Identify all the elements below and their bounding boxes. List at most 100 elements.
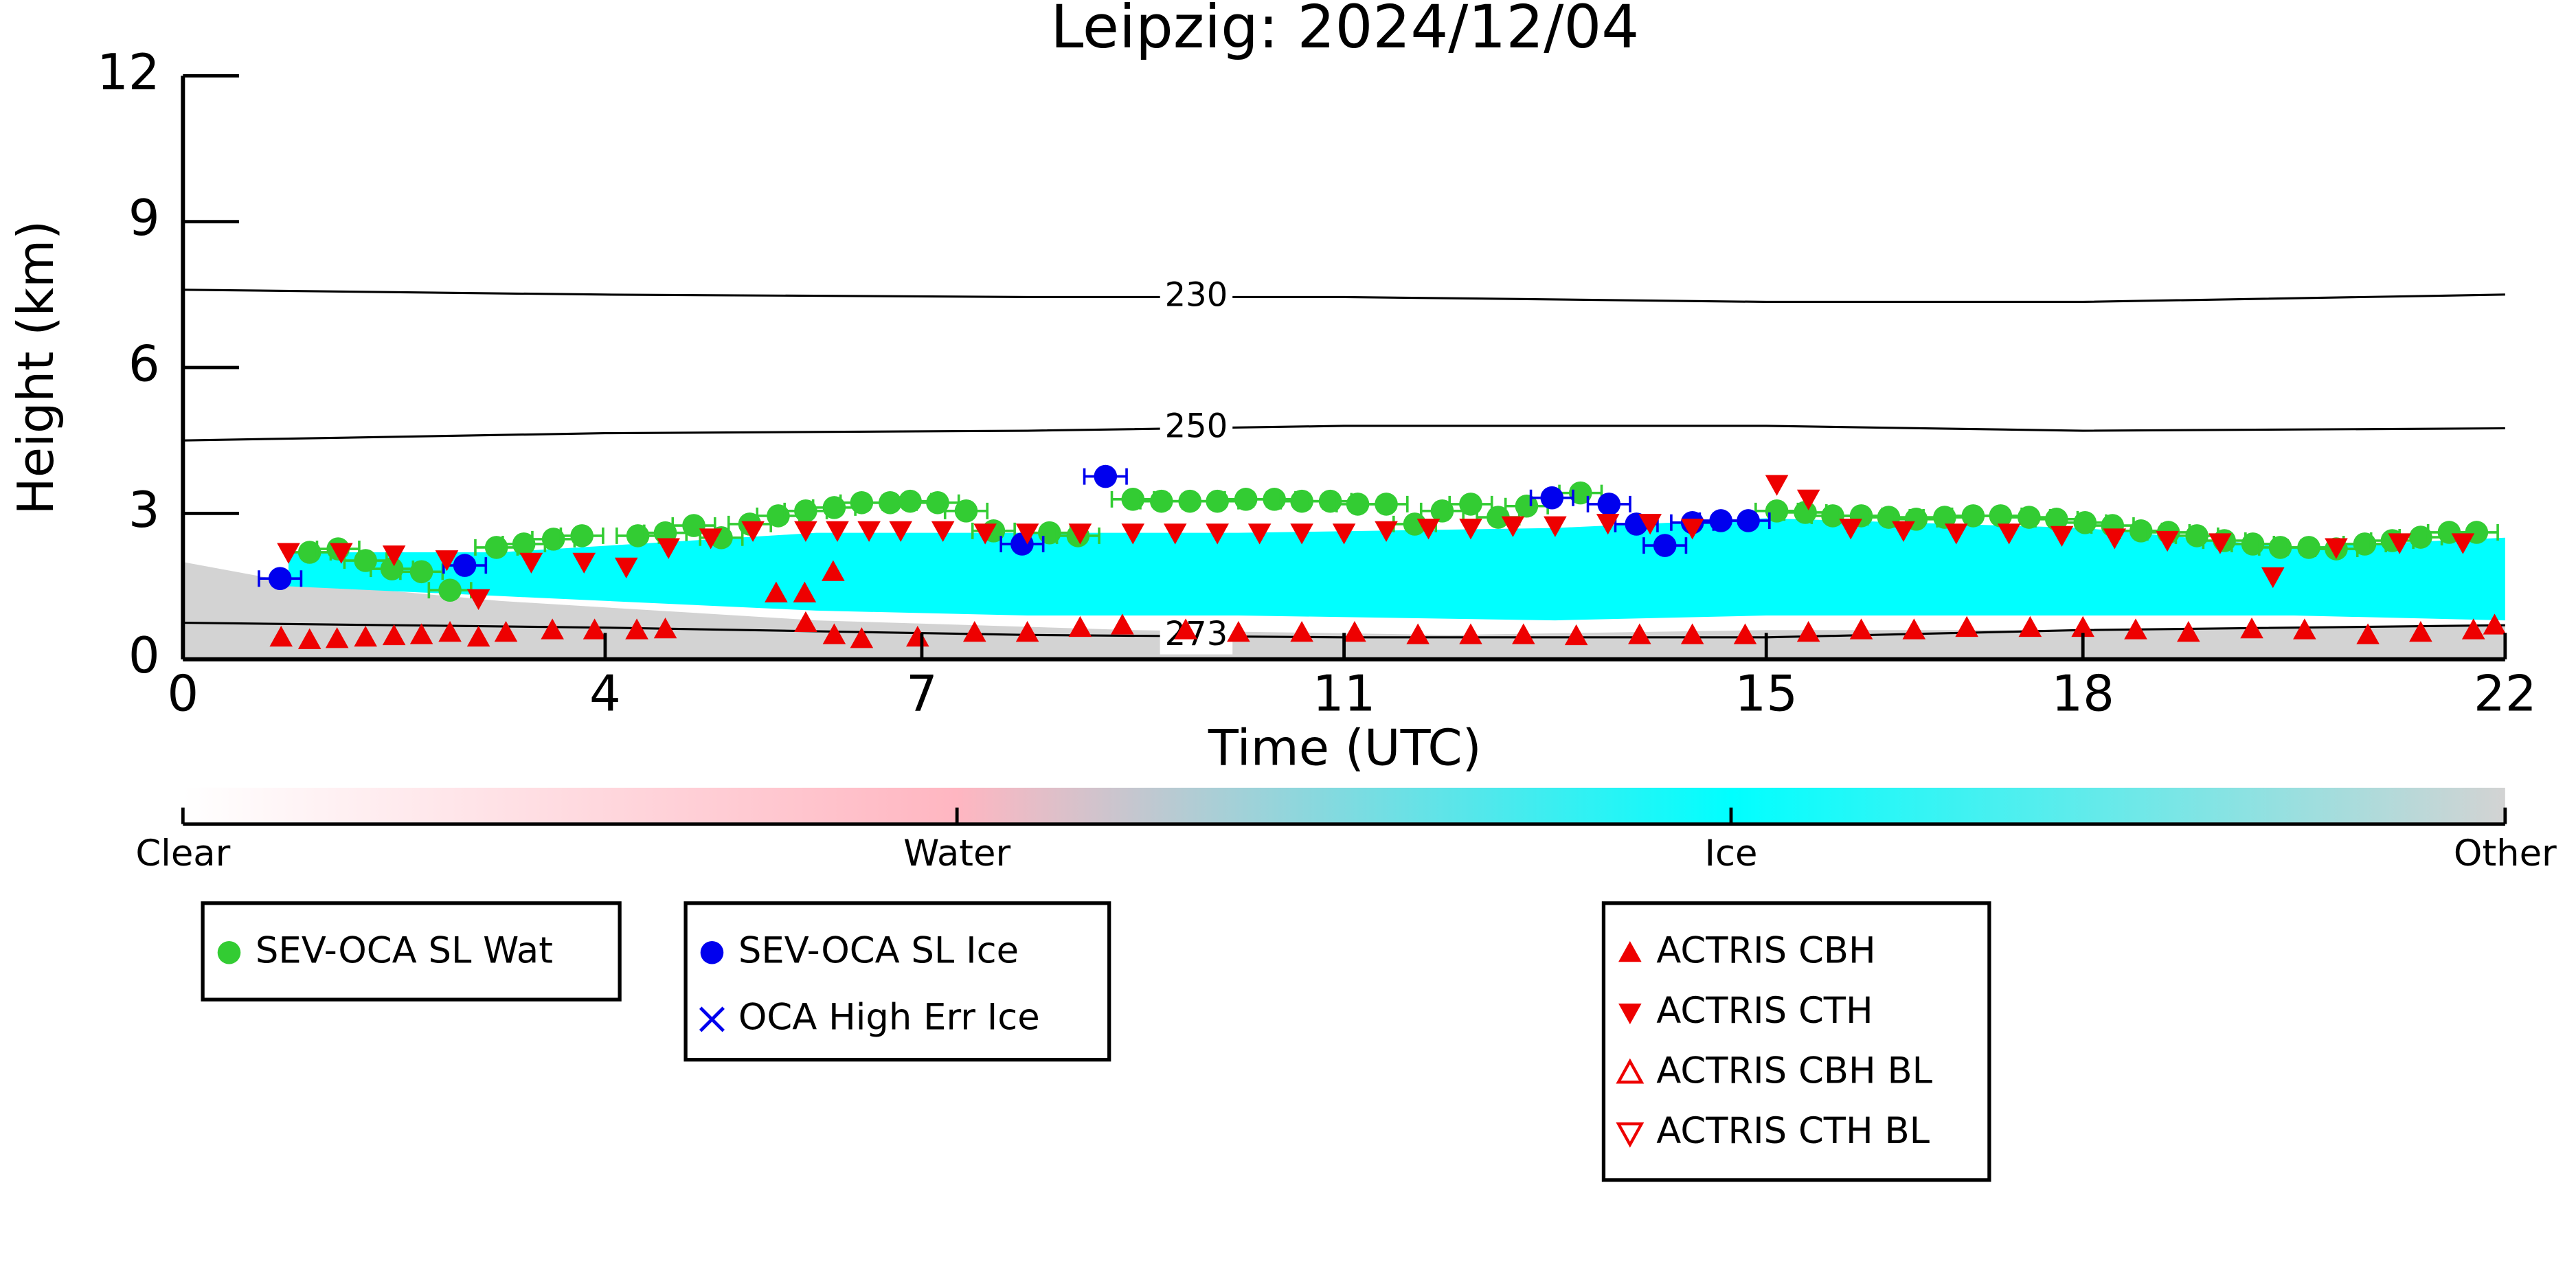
point bbox=[1068, 615, 1092, 637]
point bbox=[297, 541, 321, 564]
point bbox=[954, 499, 978, 523]
x-tick-label: 0 bbox=[167, 664, 199, 722]
point bbox=[330, 543, 353, 564]
legend-marker bbox=[699, 1006, 725, 1032]
point bbox=[1540, 486, 1564, 510]
point bbox=[826, 521, 849, 542]
y-tick-label: 3 bbox=[128, 481, 160, 539]
point bbox=[2129, 519, 2153, 543]
point bbox=[1839, 519, 1862, 540]
legend-label: ACTRIS CTH bbox=[1656, 990, 1873, 1032]
point bbox=[1149, 489, 1173, 513]
legend-label: OCA High Err Ice bbox=[738, 997, 1040, 1039]
point bbox=[1680, 519, 1704, 540]
isotherm-label: 250 bbox=[1165, 407, 1228, 445]
point bbox=[2124, 618, 2147, 640]
point bbox=[2388, 533, 2411, 554]
point bbox=[1375, 493, 1398, 516]
point bbox=[1568, 481, 1592, 505]
plot-area: 230 250 273 bbox=[183, 275, 2507, 659]
point bbox=[2268, 536, 2292, 559]
point bbox=[277, 543, 300, 564]
point bbox=[1111, 613, 1134, 635]
point bbox=[2177, 620, 2200, 642]
point bbox=[2409, 620, 2432, 642]
point bbox=[2451, 533, 2475, 554]
point bbox=[1068, 523, 1092, 545]
point bbox=[1094, 464, 1118, 488]
legend-label: SEV-OCA SL Wat bbox=[256, 929, 553, 971]
point bbox=[382, 545, 406, 567]
point bbox=[1206, 523, 1229, 545]
legend-marker bbox=[217, 940, 241, 964]
point bbox=[2018, 506, 2041, 529]
point bbox=[1459, 519, 1482, 540]
point bbox=[1680, 623, 1704, 644]
colorbar-label: Other bbox=[2454, 833, 2557, 874]
point bbox=[438, 620, 462, 642]
point bbox=[1318, 489, 1342, 513]
chart-title: Leipzig: 2024/12/04 bbox=[1050, 0, 1639, 62]
point bbox=[1416, 519, 1440, 540]
colorbar-label: Ice bbox=[1704, 833, 1757, 874]
point bbox=[1459, 493, 1482, 516]
point bbox=[1892, 521, 1915, 542]
colorbar bbox=[183, 787, 2505, 824]
point bbox=[2208, 533, 2232, 554]
point bbox=[2156, 530, 2179, 552]
point bbox=[382, 624, 406, 646]
point bbox=[962, 620, 986, 642]
x-tick-label: 18 bbox=[2051, 664, 2114, 722]
point bbox=[269, 626, 293, 647]
point bbox=[1733, 623, 1757, 644]
point bbox=[1501, 516, 1525, 537]
point bbox=[657, 538, 680, 559]
point bbox=[850, 627, 874, 648]
point bbox=[1430, 499, 1454, 523]
point bbox=[822, 623, 846, 644]
point bbox=[1375, 521, 1398, 542]
point bbox=[2461, 618, 2485, 640]
point bbox=[2261, 567, 2285, 589]
point bbox=[822, 496, 846, 519]
point bbox=[973, 523, 997, 545]
point bbox=[1596, 514, 1620, 535]
point bbox=[1290, 620, 1313, 642]
point bbox=[767, 504, 790, 528]
isotherm bbox=[183, 425, 2505, 442]
point bbox=[931, 521, 955, 542]
point bbox=[354, 626, 377, 647]
point bbox=[325, 627, 349, 648]
point bbox=[1290, 523, 1313, 545]
point bbox=[653, 618, 677, 639]
point bbox=[1332, 523, 1356, 545]
point bbox=[453, 554, 477, 577]
point bbox=[541, 528, 565, 551]
point bbox=[2240, 618, 2263, 639]
point bbox=[1628, 623, 1651, 644]
point bbox=[765, 581, 788, 602]
isotherm-label: 230 bbox=[1165, 275, 1228, 314]
point bbox=[1597, 493, 1621, 516]
point bbox=[438, 578, 462, 602]
point bbox=[572, 552, 596, 574]
point bbox=[1121, 488, 1145, 511]
colorbar-label: Water bbox=[903, 833, 1010, 874]
point bbox=[857, 521, 881, 542]
point bbox=[2050, 526, 2074, 547]
point bbox=[1955, 615, 1978, 637]
point bbox=[570, 524, 594, 547]
legend-label: ACTRIS CBH BL bbox=[1656, 1050, 1932, 1092]
point bbox=[1406, 623, 1430, 644]
legend-label: SEV-OCA SL Ice bbox=[738, 929, 1019, 971]
point bbox=[1765, 499, 1789, 523]
point bbox=[625, 618, 648, 640]
point bbox=[1487, 506, 1510, 529]
point bbox=[1997, 523, 2021, 545]
point bbox=[435, 550, 459, 572]
point bbox=[494, 620, 518, 642]
point bbox=[1263, 488, 1286, 511]
point bbox=[926, 490, 949, 515]
point bbox=[699, 528, 723, 550]
point bbox=[2297, 536, 2320, 559]
